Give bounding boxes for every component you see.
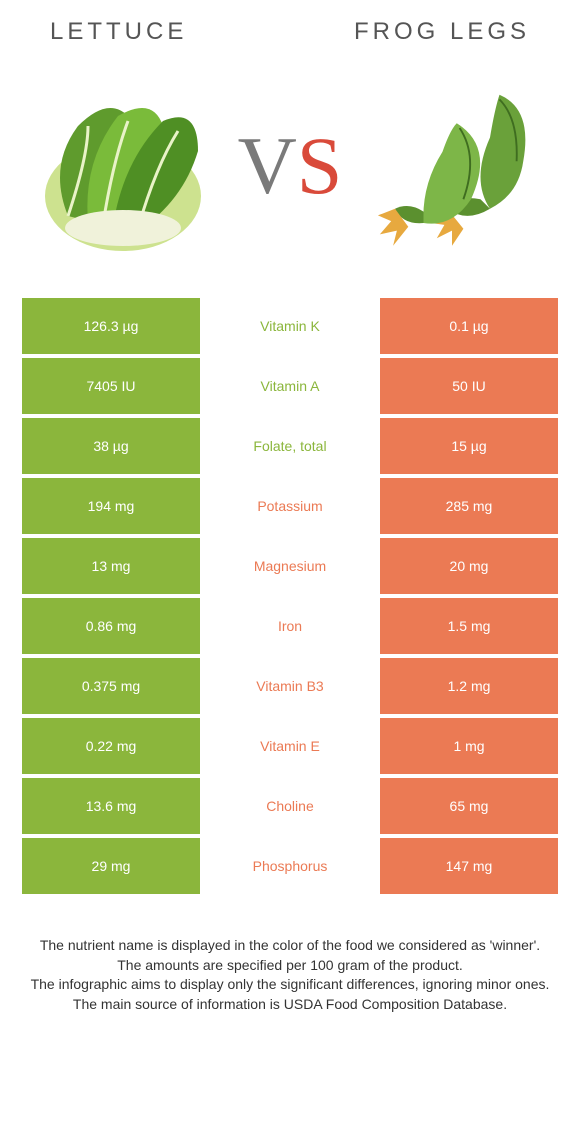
left-food-title: LETTUCE bbox=[50, 18, 187, 46]
left-value: 7405 IU bbox=[22, 358, 200, 414]
nutrient-name: Magnesium bbox=[200, 538, 380, 594]
hero-row: VS bbox=[22, 56, 558, 276]
table-row: 13.6 mgCholine65 mg bbox=[22, 778, 558, 834]
right-value: 20 mg bbox=[380, 538, 558, 594]
vs-label: VS bbox=[238, 125, 343, 207]
left-value: 13.6 mg bbox=[22, 778, 200, 834]
table-row: 194 mgPotassium285 mg bbox=[22, 478, 558, 534]
right-value: 1.5 mg bbox=[380, 598, 558, 654]
footnote-line: The main source of information is USDA F… bbox=[30, 995, 550, 1015]
nutrient-name: Vitamin B3 bbox=[200, 658, 380, 714]
vs-v: V bbox=[238, 120, 297, 211]
left-value: 38 µg bbox=[22, 418, 200, 474]
nutrient-name: Iron bbox=[200, 598, 380, 654]
table-row: 0.375 mgVitamin B31.2 mg bbox=[22, 658, 558, 714]
table-row: 0.22 mgVitamin E1 mg bbox=[22, 718, 558, 774]
lettuce-image bbox=[28, 66, 228, 266]
left-value: 0.22 mg bbox=[22, 718, 200, 774]
nutrient-name: Folate, total bbox=[200, 418, 380, 474]
nutrient-name: Vitamin A bbox=[200, 358, 380, 414]
footnote-line: The infographic aims to display only the… bbox=[30, 975, 550, 995]
left-value: 29 mg bbox=[22, 838, 200, 894]
nutrient-name: Choline bbox=[200, 778, 380, 834]
left-value: 13 mg bbox=[22, 538, 200, 594]
right-value: 1.2 mg bbox=[380, 658, 558, 714]
table-row: 126.3 µgVitamin K0.1 µg bbox=[22, 298, 558, 354]
right-value: 0.1 µg bbox=[380, 298, 558, 354]
left-value: 0.86 mg bbox=[22, 598, 200, 654]
table-row: 38 µgFolate, total15 µg bbox=[22, 418, 558, 474]
footnote-line: The amounts are specified per 100 gram o… bbox=[30, 956, 550, 976]
right-value: 65 mg bbox=[380, 778, 558, 834]
nutrient-table: 126.3 µgVitamin K0.1 µg7405 IUVitamin A5… bbox=[22, 298, 558, 894]
right-value: 285 mg bbox=[380, 478, 558, 534]
right-value: 147 mg bbox=[380, 838, 558, 894]
table-row: 7405 IUVitamin A50 IU bbox=[22, 358, 558, 414]
right-food-title: FROG LEGS bbox=[354, 18, 530, 46]
footnote: The nutrient name is displayed in the co… bbox=[22, 936, 558, 1014]
left-value: 0.375 mg bbox=[22, 658, 200, 714]
nutrient-name: Potassium bbox=[200, 478, 380, 534]
table-row: 29 mgPhosphorus147 mg bbox=[22, 838, 558, 894]
nutrient-name: Vitamin E bbox=[200, 718, 380, 774]
right-value: 50 IU bbox=[380, 358, 558, 414]
infographic-page: LETTUCE FROG LEGS VS bbox=[0, 0, 580, 1014]
vs-s: S bbox=[297, 120, 343, 211]
header: LETTUCE FROG LEGS bbox=[22, 18, 558, 46]
left-value: 126.3 µg bbox=[22, 298, 200, 354]
left-value: 194 mg bbox=[22, 478, 200, 534]
table-row: 13 mgMagnesium20 mg bbox=[22, 538, 558, 594]
right-value: 15 µg bbox=[380, 418, 558, 474]
nutrient-name: Phosphorus bbox=[200, 838, 380, 894]
nutrient-name: Vitamin K bbox=[200, 298, 380, 354]
table-row: 0.86 mgIron1.5 mg bbox=[22, 598, 558, 654]
frog-legs-image bbox=[352, 66, 552, 266]
right-value: 1 mg bbox=[380, 718, 558, 774]
footnote-line: The nutrient name is displayed in the co… bbox=[30, 936, 550, 956]
